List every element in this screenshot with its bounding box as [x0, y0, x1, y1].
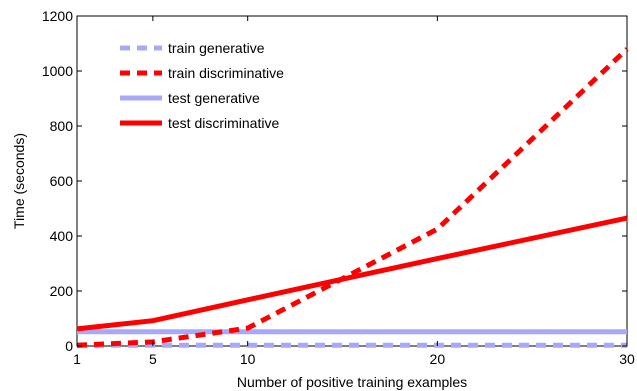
y-tick-label: 400 [50, 228, 74, 244]
legend-label: test generative [168, 90, 260, 106]
y-tick-label: 0 [65, 338, 73, 354]
y-tick-label: 800 [50, 118, 74, 134]
legend-label: train generative [168, 40, 265, 56]
x-tick-label: 20 [430, 351, 446, 367]
legend: train generative train discriminative test… [120, 40, 284, 131]
x-tick-label: 5 [149, 351, 157, 367]
series-line-test-discriminative [76, 215, 628, 332]
legend-label: test discriminative [168, 115, 279, 131]
x-tick-label: 10 [240, 351, 256, 367]
x-tick-label: 1 [73, 351, 81, 367]
y-tick-label: 1000 [42, 63, 73, 79]
tick-layer: 1 5 10 20 30 0 200 400 600 800 1000 1200 [42, 8, 635, 367]
y-axis-label: Time (seconds) [11, 133, 27, 229]
legend-label: train discriminative [168, 65, 284, 81]
series-line-train-discriminative [76, 47, 629, 348]
x-tick-label: 30 [619, 351, 635, 367]
plot-frame [76, 15, 628, 347]
y-tick-label: 200 [50, 283, 74, 299]
x-axis-label: Number of positive training examples [237, 374, 467, 390]
y-tick-label: 600 [50, 173, 74, 189]
y-tick-label: 1200 [42, 8, 73, 24]
